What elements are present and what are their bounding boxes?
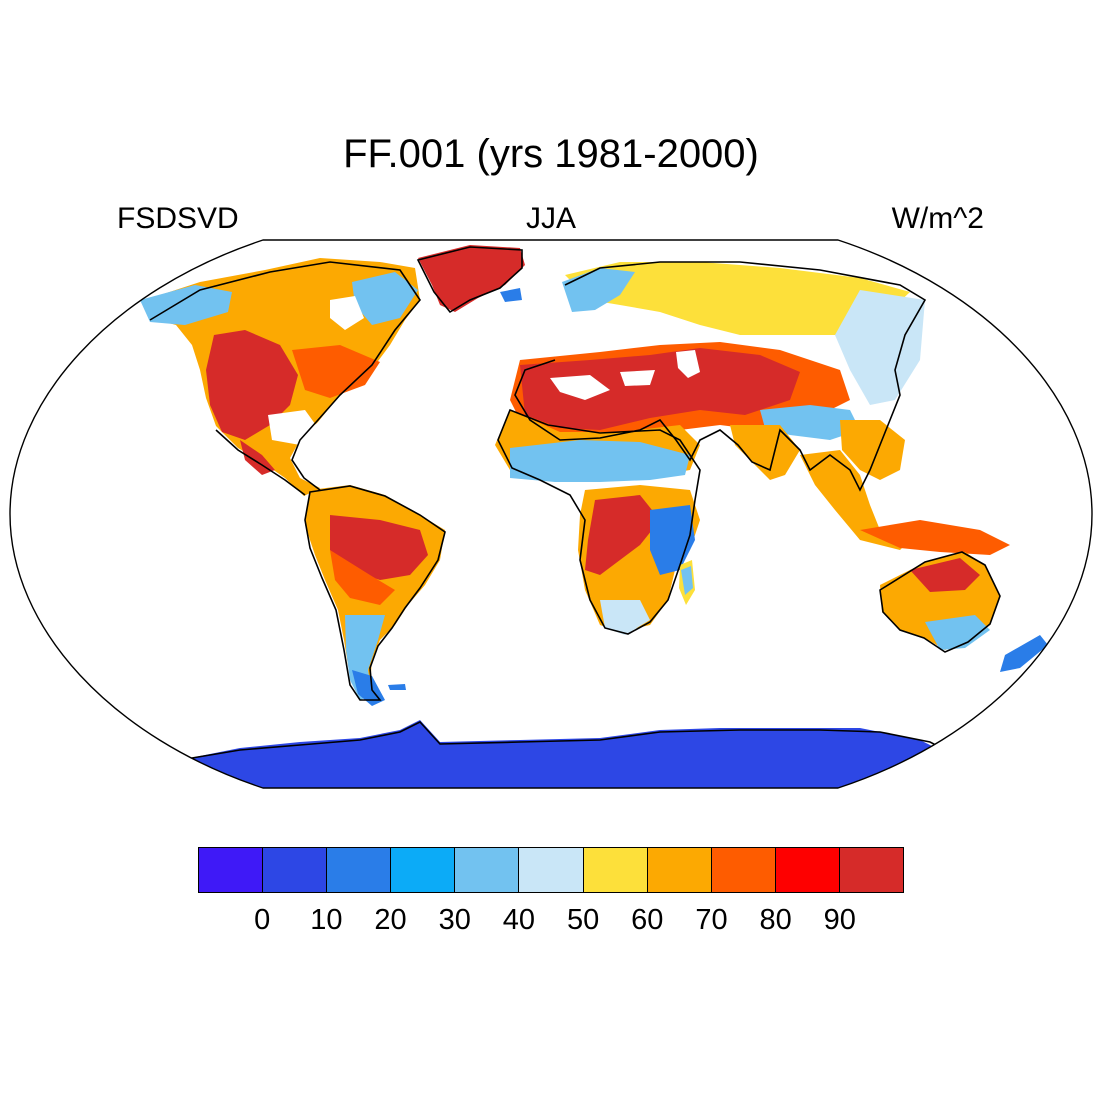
season-label: JJA: [525, 202, 576, 235]
coast-australia: [879, 551, 1001, 653]
east-asia-region: [840, 420, 905, 480]
colorbar-label: 80: [759, 904, 792, 936]
units-label: W/m^2: [891, 202, 984, 235]
colorbar-label: 60: [631, 904, 664, 936]
australia-south-cool: [925, 615, 990, 650]
australia-hot: [910, 558, 980, 592]
india-region: [730, 425, 800, 480]
black-sea-gap: [620, 370, 655, 386]
coast-eurasia: [514, 261, 927, 492]
east-africa-cool: [650, 505, 695, 575]
falklands: [388, 684, 406, 690]
alaska-cool: [140, 285, 232, 325]
colorbar-box: [199, 848, 264, 892]
eurasia-north: [565, 262, 910, 335]
colorbar-label: 40: [502, 904, 536, 936]
colorbar-box: [455, 848, 520, 892]
iceland-region: [500, 288, 522, 302]
indonesia-region: [860, 520, 1010, 555]
coast-greenland: [416, 246, 523, 314]
map-outline: [9, 239, 1093, 789]
caspian-gap: [676, 350, 700, 378]
congo-hot: [585, 495, 660, 575]
middle-east-hot: [520, 348, 800, 430]
variable-name: FSDSVD: [117, 202, 239, 235]
north-america-east: [292, 345, 380, 398]
colorbar-box: [775, 848, 840, 892]
colorbar-box: [839, 848, 904, 892]
colorbar-label: 20: [374, 904, 407, 936]
north-america-hot-core: [206, 330, 298, 440]
colorbar-label: 70: [695, 904, 728, 936]
canada-east-cool: [352, 272, 418, 325]
madagascar-cool: [681, 566, 693, 595]
colorbar: [198, 847, 904, 893]
se-asia-region: [800, 450, 910, 550]
colorbar-label: 90: [823, 904, 856, 936]
colorbar-box: [583, 848, 648, 892]
colorbar-label: 50: [566, 904, 600, 936]
greenland-region: [418, 245, 525, 312]
med-gap: [550, 375, 610, 400]
siberia-cool: [835, 290, 925, 405]
antarctica-region: [180, 720, 960, 788]
brazil-east: [330, 550, 395, 605]
colorbar-box: [327, 848, 392, 892]
africa-tip-cool: [600, 600, 650, 635]
colorbar-box: [519, 848, 584, 892]
gulf-gap: [268, 410, 318, 445]
coast-africa: [497, 408, 701, 635]
coast-south-america: [304, 485, 446, 701]
plot-title: FF.001 (yrs 1981-2000): [343, 132, 759, 176]
colorbar-box: [263, 848, 328, 892]
coast-antarctica: [179, 721, 966, 761]
hudson-gap: [330, 296, 364, 330]
colorbar-label: 30: [438, 904, 471, 936]
new-zealand: [1000, 635, 1048, 672]
sahel-cool: [510, 440, 690, 482]
amazon-hot-core: [330, 515, 428, 580]
colorbar-box: [647, 848, 712, 892]
mexico-region: [240, 440, 275, 475]
colorbar-box: [711, 848, 776, 892]
scandinavia-cool: [562, 268, 635, 312]
coast-north-america: [149, 261, 421, 496]
colorbar-label: 0: [254, 904, 271, 936]
colorbar-label: 10: [310, 904, 343, 936]
colorbar-box: [391, 848, 456, 892]
